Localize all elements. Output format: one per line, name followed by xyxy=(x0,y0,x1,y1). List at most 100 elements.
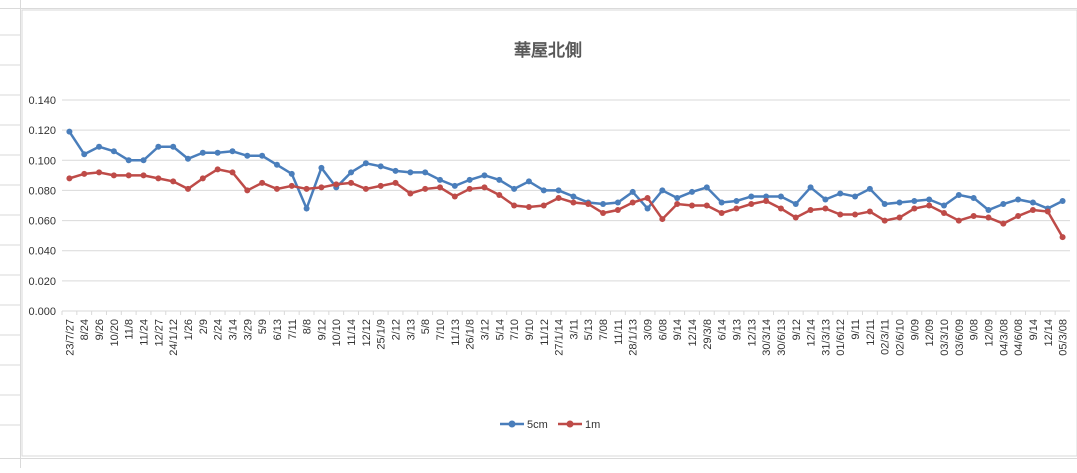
y-tick-label: 0.140 xyxy=(28,95,56,107)
data-point xyxy=(600,210,607,217)
data-point xyxy=(348,179,355,186)
data-point xyxy=(407,169,414,176)
data-point xyxy=(703,184,710,191)
x-tick-label: 2/24 xyxy=(213,319,225,340)
data-point xyxy=(185,185,191,192)
chart-title: 華屋北側 xyxy=(514,40,582,60)
data-point xyxy=(525,204,532,211)
x-tick-label: 12/11 xyxy=(865,319,877,346)
data-point xyxy=(437,176,443,183)
data-point xyxy=(911,197,918,204)
x-tick-label: 3/12 xyxy=(479,319,491,340)
data-point xyxy=(881,217,888,224)
data-point xyxy=(96,143,103,150)
x-tick-label: 9/14 xyxy=(1028,319,1040,340)
data-point xyxy=(555,187,562,194)
data-point xyxy=(941,202,947,209)
x-tick-label: 5/8 xyxy=(420,319,432,334)
x-tick-label: 9/08 xyxy=(969,319,981,340)
data-point xyxy=(407,190,414,197)
y-tick-label: 0.080 xyxy=(28,185,56,197)
data-point xyxy=(822,205,829,212)
x-tick-label: 10/10 xyxy=(331,319,343,347)
x-tick-label: 8/8 xyxy=(302,319,314,334)
data-point xyxy=(629,188,636,195)
data-point xyxy=(1000,220,1007,227)
data-point xyxy=(377,182,384,189)
x-tick-label: 9/11 xyxy=(850,319,862,340)
data-point xyxy=(348,169,355,176)
x-tick-label: 9/14 xyxy=(672,319,684,340)
y-tick-label: 0.060 xyxy=(28,216,56,228)
data-point xyxy=(866,208,873,215)
data-point xyxy=(748,200,755,207)
x-tick-label: 02/3/11 xyxy=(880,319,892,355)
data-point xyxy=(333,181,340,188)
x-tick-label: 03/3/10 xyxy=(939,319,951,356)
x-tick-label: 11/12 xyxy=(539,319,551,346)
data-point xyxy=(140,157,147,164)
data-point xyxy=(985,207,992,214)
data-point xyxy=(941,210,947,217)
x-tick-label: 9/09 xyxy=(909,319,921,340)
x-tick-label: 6/14 xyxy=(717,319,729,340)
x-tick-label: 31/3/13 xyxy=(820,319,832,356)
data-point xyxy=(155,175,162,182)
data-point xyxy=(777,205,784,212)
data-point xyxy=(881,200,888,207)
data-point xyxy=(748,193,755,200)
data-point xyxy=(288,182,295,189)
x-tick-label: 11/11 xyxy=(613,319,625,345)
data-point xyxy=(866,185,873,192)
data-point xyxy=(229,169,236,176)
data-point xyxy=(110,172,117,179)
x-tick-label: 5/9 xyxy=(257,319,269,334)
data-point xyxy=(689,188,695,195)
x-tick-label: 11/13 xyxy=(450,319,462,346)
data-point xyxy=(674,200,681,207)
x-tick-label: 3/09 xyxy=(643,319,655,340)
data-point xyxy=(125,172,132,179)
data-point xyxy=(303,185,310,192)
x-tick-label: 2/9 xyxy=(198,319,210,334)
x-tick-label: 30/3/14 xyxy=(761,319,773,356)
x-tick-label: 29/3/8 xyxy=(702,319,714,350)
x-tick-label: 3/14 xyxy=(227,319,239,340)
x-tick-label: 3/11 xyxy=(568,319,580,340)
data-point xyxy=(422,185,429,192)
data-point xyxy=(125,157,132,164)
y-tick-label: 0.120 xyxy=(28,125,56,137)
y-tick-label: 0.040 xyxy=(28,246,56,258)
data-point xyxy=(837,190,844,197)
data-point xyxy=(273,185,280,192)
data-point xyxy=(303,205,310,212)
y-tick-label: 0.000 xyxy=(28,306,56,318)
data-point xyxy=(1029,207,1036,214)
data-point xyxy=(392,179,399,186)
x-tick-label: 12/13 xyxy=(746,319,758,347)
x-tick-label: 9/12 xyxy=(791,319,803,340)
x-tick-label: 3/13 xyxy=(405,319,417,340)
x-tick-label: 9/26 xyxy=(94,319,106,340)
data-point xyxy=(777,193,784,200)
data-point xyxy=(689,202,695,209)
data-point xyxy=(244,152,251,159)
x-tick-label: 3/29 xyxy=(242,319,254,340)
data-point xyxy=(792,214,799,221)
x-tick-label: 12/14 xyxy=(806,319,818,347)
x-tick-label: 04/6/08 xyxy=(1013,319,1025,356)
x-tick-label: 25/1/9 xyxy=(376,319,388,350)
data-point xyxy=(540,187,547,194)
data-point xyxy=(852,211,859,218)
data-point xyxy=(807,207,814,214)
x-tick-label: 28/1/13 xyxy=(628,319,640,356)
data-point xyxy=(81,170,88,177)
x-tick-label: 12/14 xyxy=(687,319,699,347)
data-point xyxy=(1015,213,1022,220)
x-tick-label: 12/12 xyxy=(361,319,373,347)
data-point xyxy=(199,149,206,156)
data-point xyxy=(422,169,429,176)
x-tick-label: 01/6/12 xyxy=(835,319,847,356)
data-point xyxy=(852,193,859,200)
